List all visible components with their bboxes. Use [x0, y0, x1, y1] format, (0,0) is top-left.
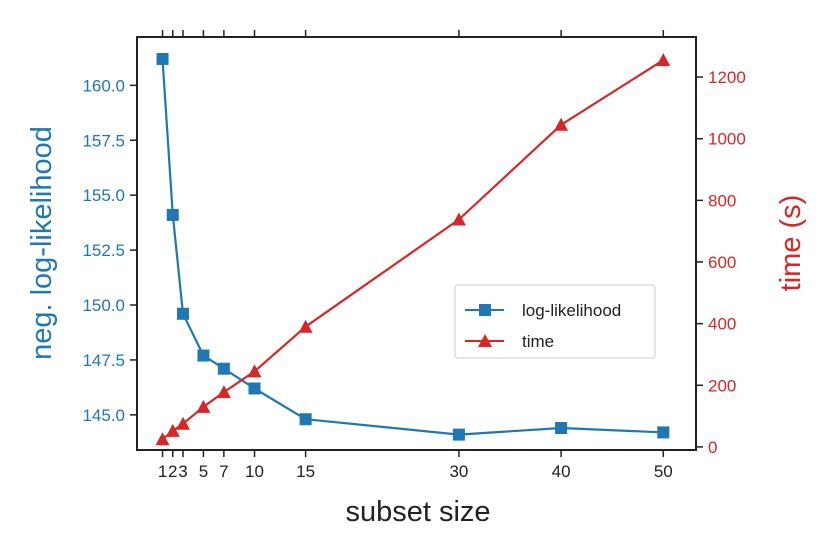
series-point-log-likelihood-5 [197, 349, 210, 362]
left-y-tick-label-0: 145.0 [82, 406, 125, 425]
right-y-tick-label-200: 200 [708, 376, 736, 395]
x-tick-label-2: 2 [168, 462, 177, 481]
legend-label-time: time [522, 332, 554, 351]
x-tick-label-40: 40 [552, 462, 571, 481]
x-tick-label-1: 1 [158, 462, 167, 481]
legend-box [454, 284, 656, 359]
series-point-time-3 [176, 416, 190, 430]
right-y-axis-title: time (s) [775, 195, 807, 292]
series-point-time-7 [216, 385, 231, 399]
x-axis-title: subset size [345, 496, 490, 528]
series-point-log-likelihood-2 [166, 208, 179, 221]
right-y-tick-label-600: 600 [708, 253, 736, 272]
series-point-log-likelihood-30 [452, 428, 465, 441]
left-y-tick-label-2: 150.0 [82, 296, 125, 315]
right-y-tick-label-800: 800 [708, 191, 736, 210]
series-point-log-likelihood-7 [217, 362, 230, 375]
series-point-log-likelihood-1 [156, 52, 169, 65]
series-line-log-likelihood [161, 58, 664, 436]
x-tick-label-7: 7 [219, 462, 228, 481]
series-point-time-50 [656, 53, 671, 67]
legend: log-likelihood time [454, 284, 656, 359]
x-tick-label-50: 50 [654, 462, 673, 481]
axes-frame [136, 36, 697, 451]
series-point-time-40 [554, 117, 569, 131]
series-point-time-5 [196, 399, 211, 413]
series-point-time-15 [298, 319, 313, 333]
right-y-axis: 0 200 400 600 800 1000 1200 [696, 68, 746, 457]
plot-area [136, 36, 697, 451]
x-axis: 1 2 3 5 7 10 15 30 40 50 [158, 30, 673, 481]
series-point-log-likelihood-15 [299, 413, 312, 426]
x-tick-label-30: 30 [449, 462, 468, 481]
series-line-time [161, 59, 664, 441]
legend-marker-square [479, 304, 491, 316]
left-y-tick-label-4: 155.0 [82, 186, 125, 205]
left-y-tick-label-1: 147.5 [82, 351, 125, 370]
series-point-log-likelihood-40 [555, 422, 568, 435]
series-point-log-likelihood-3 [176, 307, 189, 320]
series-point-time-2 [165, 423, 180, 437]
x-tick-label-15: 15 [296, 462, 315, 481]
left-y-tick-label-6: 160.0 [82, 76, 125, 95]
series-layer [155, 52, 671, 446]
legend-marker-triangle [478, 334, 492, 347]
series-point-log-likelihood-10 [248, 382, 261, 395]
series-point-time-10 [247, 364, 262, 378]
left-y-tick-label-5: 157.5 [82, 131, 125, 150]
right-y-tick-label-1000: 1000 [708, 130, 746, 149]
right-y-tick-label-1200: 1200 [708, 68, 746, 87]
series-point-log-likelihood-50 [657, 426, 670, 439]
x-tick-label-10: 10 [245, 462, 264, 481]
series-point-time-1 [155, 432, 170, 446]
legend-label-log-likelihood: log-likelihood [522, 301, 621, 320]
right-y-tick-label-0: 0 [708, 438, 717, 457]
right-y-tick-label-400: 400 [708, 315, 736, 334]
x-tick-label-5: 5 [199, 462, 208, 481]
left-y-axis-title: neg. log-likelihood [26, 126, 58, 360]
left-y-axis: 145.0 147.5 150.0 152.5 155.0 157.5 160.0 [82, 76, 137, 425]
left-y-tick-label-3: 152.5 [82, 241, 125, 260]
x-tick-label-3: 3 [178, 462, 187, 481]
series-point-time-30 [451, 212, 466, 226]
